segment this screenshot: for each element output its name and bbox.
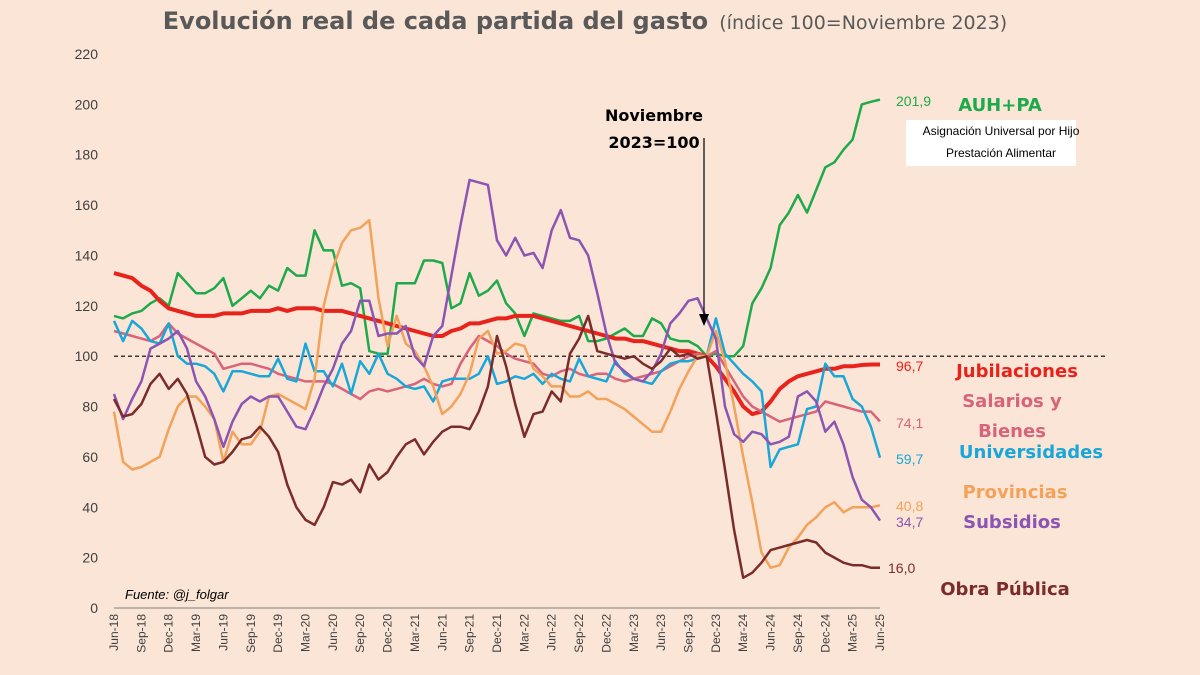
x-tick-label: Sep-19 [244, 614, 258, 653]
end-label-universidades: 59,7 [896, 451, 923, 467]
y-tick-label: 0 [90, 600, 98, 616]
series-name-auh: AUH+PA [958, 95, 1042, 116]
end-label-obra-publica: 16,0 [888, 560, 915, 576]
y-tick-label: 160 [75, 197, 99, 213]
x-tick-label: Mar-21 [408, 614, 422, 652]
annotation-line-1: Noviembre [605, 106, 703, 125]
y-tick-label: 120 [75, 298, 99, 314]
auh-note-line-1: Asignación Universal por Hijo [923, 124, 1080, 138]
x-tick-label: Dec-19 [271, 614, 285, 653]
x-tick-label: Dec-18 [162, 614, 176, 653]
end-label-salarios: 74,1 [896, 415, 923, 431]
x-tick-label: Sep-21 [463, 614, 477, 653]
x-tick-label: Jun-24 [764, 614, 778, 651]
y-tick-label: 40 [82, 499, 98, 515]
series-name-jubilaciones: Jubilaciones [954, 361, 1078, 382]
x-tick-label: Mar-22 [517, 614, 531, 652]
auh-note-line-2: Prestación Alimentar [946, 146, 1056, 160]
chart-subtitle: (índice 100=Noviembre 2023) [719, 12, 1007, 34]
y-tick-label: 80 [82, 399, 98, 415]
series-lines [112, 98, 882, 580]
y-tick-label: 20 [82, 550, 98, 566]
series-name-obra-publica: Obra Pública [940, 579, 1070, 600]
x-tick-label: Jun-20 [326, 614, 340, 651]
annotation-nov-2023: Noviembre 2023=100 [605, 106, 709, 326]
series-line-universidades [112, 317, 882, 469]
x-tick-label: Mar-20 [299, 614, 313, 652]
source-note: Fuente: @j_folgar [125, 587, 229, 602]
x-tick-label: Dec-23 [709, 614, 723, 653]
series-name-subsidios: Subsidios [963, 512, 1061, 533]
annotation-line-2: 2023=100 [608, 133, 699, 152]
y-tick-label: 100 [75, 348, 99, 364]
x-tick-label: Jun-23 [654, 614, 668, 651]
series-name-universidades: Universidades [959, 442, 1103, 463]
end-label-provincias: 40,8 [896, 498, 923, 514]
chart-title-main: Evolución real de cada partida del gasto [163, 7, 708, 35]
series-line-subsidios [112, 178, 882, 522]
x-tick-label: Jun-25 [873, 614, 887, 651]
x-axis: Jun-18 Sep-18 Dec-18 Mar-19 Jun-19 Sep-19 Dec-… [107, 607, 887, 653]
series-name-salarios-line-1: Salarios y [962, 391, 1062, 412]
y-tick-label: 220 [75, 46, 99, 62]
series-line-provincias [112, 218, 881, 569]
y-tick-label: 60 [82, 449, 98, 465]
chart-title: Evolución real de cada partida del gasto… [163, 7, 1007, 35]
x-tick-label: Dec-22 [599, 614, 613, 653]
series-line-auh-pa [113, 98, 881, 358]
x-tick-label: Jun-18 [107, 614, 121, 651]
auh-note-box [906, 120, 1076, 166]
x-tick-label: Dec-21 [490, 614, 504, 653]
x-tick-label: Dec-20 [381, 614, 395, 653]
x-tick-label: Mar-19 [189, 614, 203, 652]
series-name-salarios-line-2: Bienes [978, 421, 1046, 442]
end-label-subsidios: 34,7 [896, 514, 923, 530]
x-tick-label: Dec-24 [818, 614, 832, 653]
series-line-salarios-y-bienes [113, 322, 881, 423]
x-tick-label: Mar-25 [846, 614, 860, 652]
series-name-provincias: Provincias [963, 482, 1068, 503]
end-label-auh: 201,9 [896, 93, 931, 109]
x-tick-label: Sep-18 [134, 614, 148, 653]
y-tick-label: 180 [75, 147, 99, 163]
x-tick-label: Jun-19 [216, 614, 230, 651]
x-tick-label: Mar-23 [627, 614, 641, 652]
series-line-jubilaciones [113, 271, 880, 417]
annotation-arrow-head [699, 314, 709, 326]
x-tick-label: Jun-21 [435, 614, 449, 651]
y-tick-label: 140 [75, 247, 99, 263]
x-tick-label: Sep-22 [572, 614, 586, 653]
series-line-obra-p-blica [112, 314, 880, 580]
x-tick-label: Sep-20 [353, 614, 367, 653]
x-tick-label: Mar-24 [736, 614, 750, 652]
x-tick-label: Jun-22 [545, 614, 559, 651]
x-tick-label: Sep-24 [791, 614, 805, 653]
y-axis: 0 20 40 60 80 100 120 140 160 180 200 220 [75, 46, 99, 616]
x-tick-label: Sep-23 [682, 614, 696, 653]
end-label-jubilaciones: 96,7 [896, 358, 923, 374]
y-tick-label: 200 [75, 96, 99, 112]
